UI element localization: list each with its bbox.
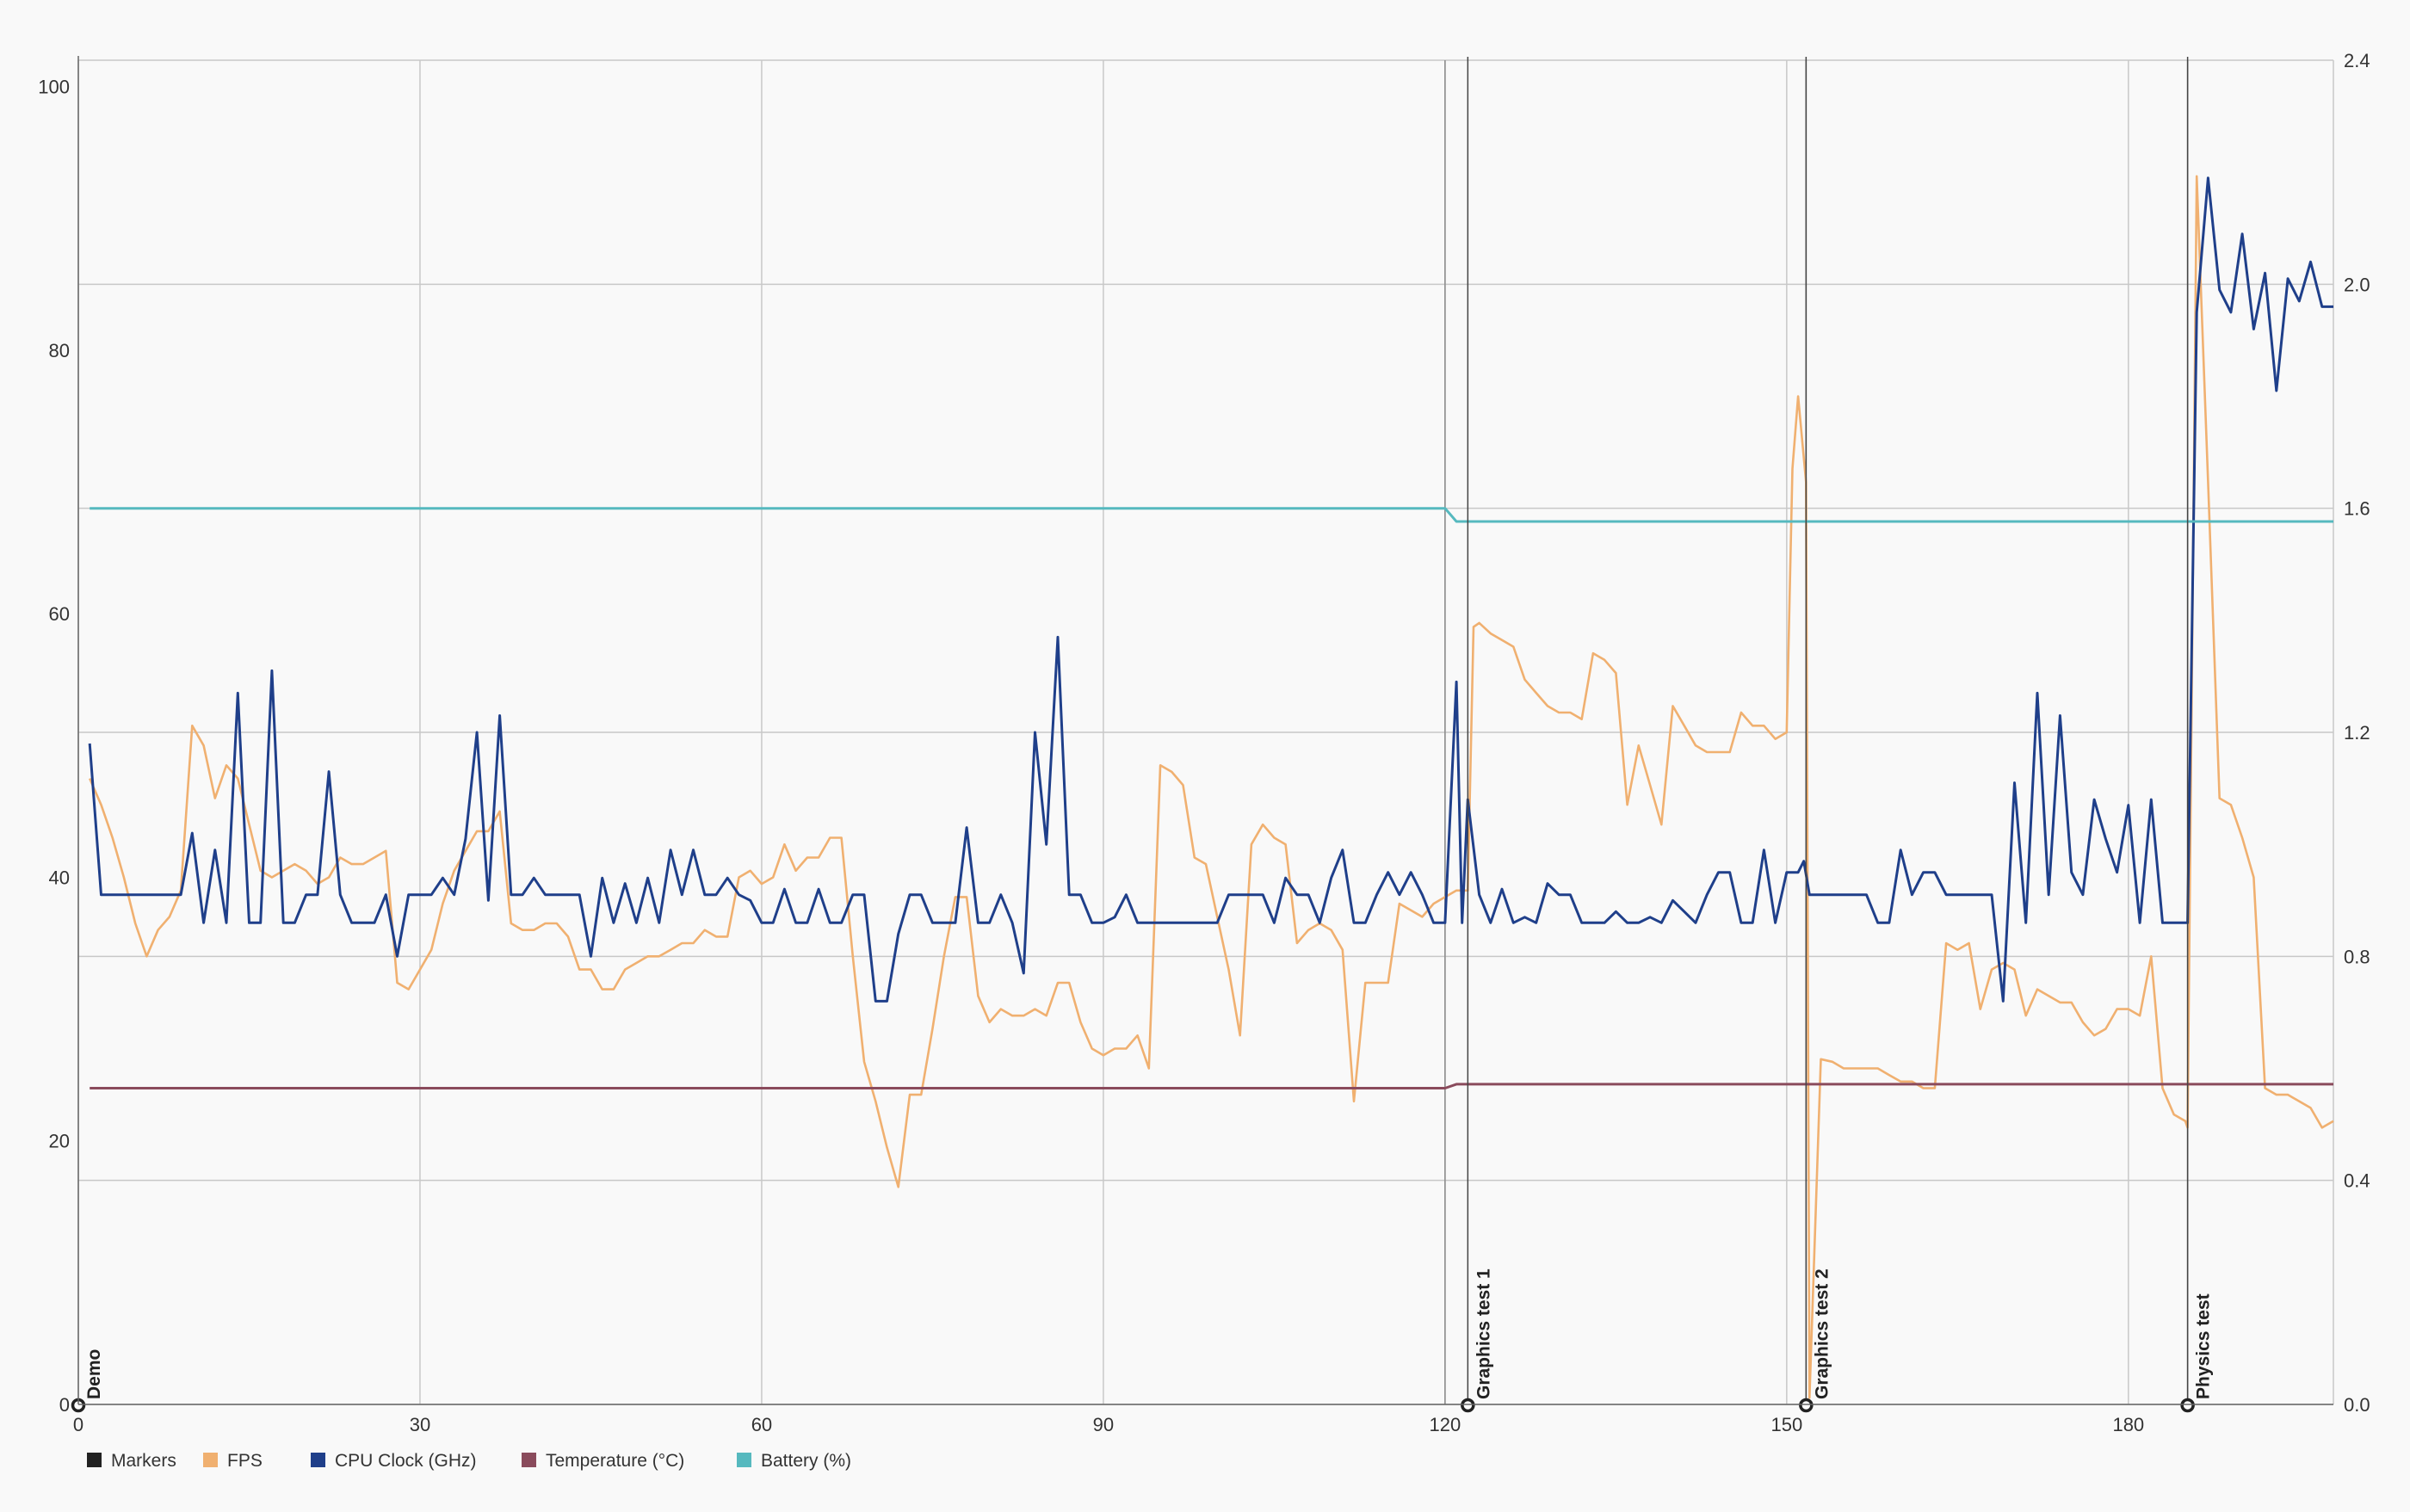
y-left-tick-label: 100 — [38, 77, 70, 98]
legend-swatch — [311, 1453, 325, 1467]
marker-label: Physics test — [2194, 1293, 2214, 1399]
marker-label: Demo — [84, 1349, 104, 1399]
x-tick-label: 120 — [1430, 1414, 1461, 1435]
y-right-tick-label: 0.0 — [2344, 1394, 2370, 1416]
series-line — [89, 175, 2334, 1399]
grid — [77, 59, 2334, 1405]
legend-swatch — [737, 1453, 751, 1467]
series-line — [90, 1083, 2333, 1089]
y-right-tick-label: 2.4 — [2344, 50, 2370, 71]
x-tick-label: 90 — [1093, 1414, 1114, 1435]
y-right-tick-label: 0.4 — [2344, 1170, 2370, 1192]
marker-dot — [1799, 1398, 1814, 1413]
marker-dot — [2180, 1398, 2195, 1413]
event-markers: Demo Graphics test 1 Graphics test 2 Physic… — [71, 57, 2214, 1413]
legend-item-label: FPS — [227, 1451, 263, 1471]
y-left-tick-label: 60 — [49, 603, 70, 625]
x-tick-label: 180 — [2112, 1414, 2144, 1435]
legend-item-label: Battery (%) — [761, 1451, 851, 1471]
marker-dot — [1461, 1398, 1475, 1413]
marker-label: Graphics test 2 — [1812, 1268, 1832, 1399]
y-left-tick-label: 0 — [59, 1394, 70, 1416]
legend-swatch — [522, 1453, 536, 1467]
x-tick-label: 30 — [410, 1414, 430, 1435]
legend-item-label: Markers — [111, 1451, 176, 1471]
y-right-tick-label: 1.6 — [2344, 498, 2370, 520]
y-left-tick-label: 20 — [49, 1131, 70, 1152]
x-tick-label: 150 — [1770, 1414, 1802, 1435]
series-lines — [88, 175, 2334, 1399]
marker-label: Graphics test 1 — [1474, 1268, 1493, 1399]
legend-item-label: CPU Clock (GHz) — [335, 1451, 477, 1471]
y-left-tick-label: 40 — [49, 867, 70, 888]
axes: 0 30 60 90 120 150 180 0 20 40 60 80 100 0.0 0.4 0.8 1.2… — [38, 50, 2370, 1435]
y-right-tick-label: 0.8 — [2344, 946, 2370, 967]
x-tick-label: 0 — [73, 1414, 83, 1435]
legend-swatch — [203, 1453, 218, 1467]
legend: Markers FPS CPU Clock (GHz) Temperature (°C… — [87, 1451, 851, 1471]
y-left-tick-label: 80 — [49, 340, 70, 361]
legend-item-label: Temperature (°C) — [546, 1451, 684, 1471]
y-right-tick-label: 2.0 — [2344, 274, 2370, 295]
series-line — [90, 507, 2333, 523]
x-tick-label: 60 — [751, 1414, 772, 1435]
series-line — [88, 176, 2333, 1003]
y-right-tick-label: 1.2 — [2344, 722, 2370, 744]
legend-swatch — [87, 1453, 102, 1467]
